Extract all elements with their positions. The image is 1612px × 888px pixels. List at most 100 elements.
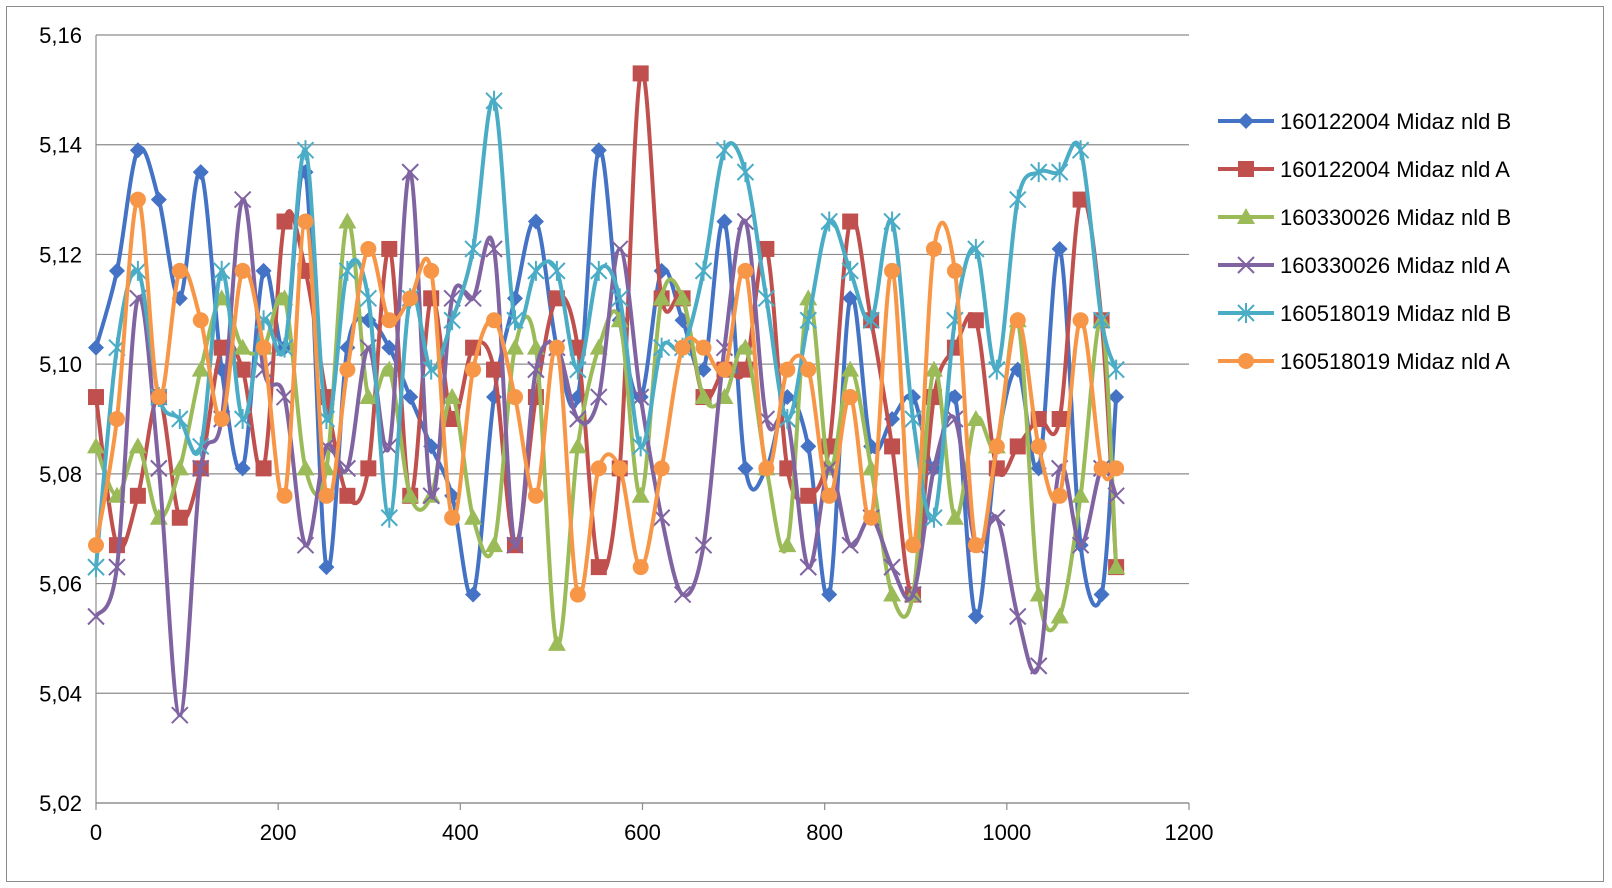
data-point [841, 360, 860, 377]
data-point [192, 436, 210, 457]
data-point [967, 608, 984, 625]
data-point [443, 310, 461, 331]
data-point [402, 290, 419, 307]
data-point [1071, 536, 1090, 554]
data-point [737, 460, 754, 477]
data-point [590, 388, 608, 406]
legend-item: 160122004 Midaz nld A [1218, 157, 1510, 182]
data-point [108, 558, 126, 576]
data-point [1009, 312, 1026, 329]
data-point [842, 389, 859, 406]
data-point [380, 507, 398, 528]
data-point [275, 388, 294, 406]
data-point [841, 536, 859, 554]
data-point [694, 536, 713, 554]
data-point [800, 487, 817, 504]
data-point [1029, 585, 1048, 602]
data-point [506, 290, 523, 307]
data-point [652, 337, 671, 358]
legend-marker [1237, 303, 1255, 323]
data-point [527, 213, 544, 230]
data-point [422, 487, 440, 505]
axes: 5,02 5,04 5,06 5,08 5,10 5,12 5,14 5,16 0 200 400 6… [39, 23, 1213, 845]
data-point [716, 361, 733, 378]
data-point [1093, 586, 1110, 603]
data-point [171, 509, 188, 526]
data-point [715, 140, 734, 161]
data-point [632, 559, 649, 576]
data-point [1072, 191, 1089, 208]
data-point [506, 389, 523, 406]
series-6 [88, 191, 1125, 603]
data-point [527, 260, 545, 281]
data-point [1107, 359, 1125, 380]
data-point [862, 310, 880, 331]
data-point [192, 164, 209, 181]
data-point [360, 460, 377, 477]
data-point [234, 262, 251, 279]
data-point [88, 339, 104, 356]
data-point [758, 460, 775, 477]
data-point [255, 339, 272, 356]
data-point [1071, 140, 1090, 161]
y-tick-label: 5,12 [39, 242, 82, 267]
legend-marker [1238, 113, 1254, 129]
data-point [359, 388, 378, 405]
data-point [737, 262, 754, 279]
data-point [799, 310, 817, 331]
data-point [631, 486, 650, 503]
data-point [883, 558, 901, 576]
data-point [234, 460, 251, 477]
data-point [884, 262, 901, 279]
legend-label: 160330026 Midaz nld A [1280, 253, 1510, 278]
x-tick-label: 1200 [1165, 820, 1214, 845]
legend-label: 160122004 Midaz nld B [1280, 109, 1511, 134]
data-point [527, 360, 545, 379]
data-point [464, 238, 482, 259]
legend-marker [1238, 161, 1254, 177]
series-5 [87, 90, 1125, 578]
data-point [150, 389, 167, 406]
y-tick-label: 5,06 [39, 572, 82, 597]
data-point [171, 409, 189, 429]
y-tick-label: 5,10 [39, 352, 82, 377]
data-point [338, 459, 357, 478]
y-tick-label: 5,02 [39, 791, 82, 816]
series-line [94, 68, 1119, 597]
data-point [170, 459, 189, 476]
line-chart: 5,02 5,04 5,06 5,08 5,10 5,12 5,14 5,16 0 200 400 6… [39, 23, 1511, 845]
legend-item: 160518019 Midaz nld B [1218, 301, 1511, 326]
legend-item: 160330026 Midaz nld B [1218, 205, 1511, 230]
data-point [946, 410, 964, 428]
data-point [631, 388, 650, 406]
data-point [736, 162, 755, 183]
data-point [821, 487, 838, 504]
data-point [339, 487, 356, 504]
legend: 160122004 Midaz nld B 160122004 Midaz nld… [1218, 109, 1511, 374]
data-point [967, 238, 985, 259]
legend-label: 160122004 Midaz nld A [1280, 157, 1510, 182]
data-point [275, 337, 294, 358]
x-tick-label: 0 [90, 820, 102, 845]
legend-marker [1238, 353, 1254, 369]
data-point [695, 339, 712, 356]
data-point [296, 459, 315, 476]
data-point [485, 240, 503, 258]
x-tick-label: 200 [260, 820, 297, 845]
data-point [778, 409, 797, 429]
data-point [946, 389, 963, 406]
data-point [945, 508, 964, 525]
data-point [401, 163, 419, 181]
x-tick-label: 1000 [982, 820, 1031, 845]
data-point [631, 436, 650, 457]
legend-label: 160518019 Midaz nld A [1280, 349, 1510, 374]
data-point [800, 438, 817, 455]
data-point [632, 65, 649, 82]
data-point [486, 312, 503, 329]
data-point [652, 289, 671, 306]
data-point [505, 338, 524, 355]
y-tick-label: 5,14 [39, 133, 82, 158]
data-point [820, 211, 838, 232]
data-point [192, 312, 209, 329]
data-point [1050, 607, 1069, 624]
